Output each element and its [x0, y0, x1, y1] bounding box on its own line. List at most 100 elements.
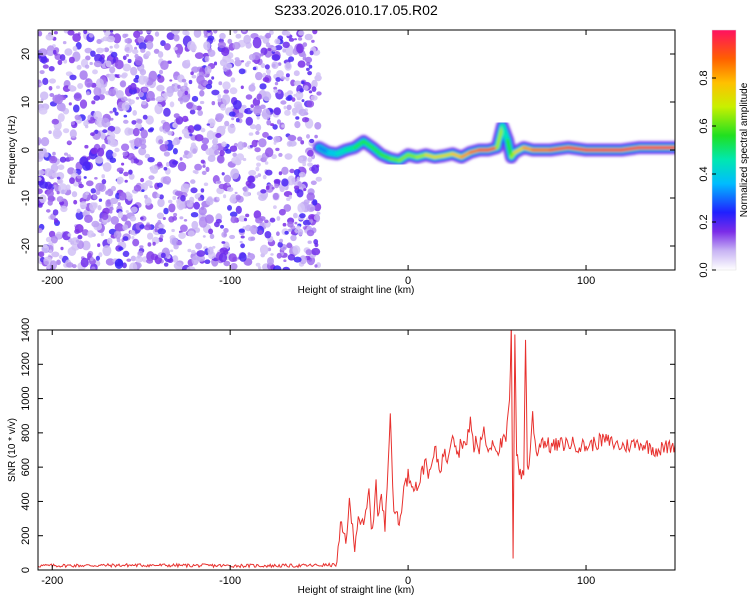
noise-blob [164, 125, 171, 132]
noise-blob [256, 116, 260, 120]
noise-blob [167, 257, 174, 263]
noise-blob [205, 166, 210, 172]
noise-blob [204, 214, 214, 224]
noise-blob [176, 53, 181, 58]
noise-blob [86, 180, 94, 187]
noise-blob [83, 30, 88, 35]
x-tick-label: 0 [405, 275, 411, 287]
noise-blob [67, 85, 75, 90]
noise-blob [48, 86, 53, 91]
noise-blob [56, 85, 60, 89]
noise-blob [190, 179, 196, 184]
spectrogram-y-ticks: -20 -10 0 10 20 [20, 48, 675, 254]
noise-blob [51, 118, 59, 125]
noise-blob [159, 194, 164, 200]
noise-blob [291, 97, 296, 102]
noise-blob [287, 175, 296, 186]
noise-blob [102, 129, 108, 134]
noise-blob [57, 164, 65, 170]
noise-blob [182, 30, 188, 36]
noise-blob [282, 41, 290, 48]
noise-blob [243, 34, 252, 45]
noise-blob [101, 174, 105, 179]
noise-blob [193, 201, 200, 210]
noise-blob [92, 194, 98, 200]
noise-blob [131, 120, 137, 125]
noise-blob [109, 209, 113, 214]
noise-blob [184, 82, 188, 87]
noise-blob [229, 145, 238, 152]
noise-blob [302, 117, 309, 123]
noise-blob [306, 192, 315, 201]
noise-blob [73, 169, 77, 174]
noise-blob [221, 141, 227, 147]
noise-blob [50, 235, 58, 244]
noise-blob [126, 258, 132, 262]
noise-blob [306, 204, 316, 213]
noise-blob [148, 175, 155, 180]
noise-blob [211, 143, 219, 151]
noise-blob [300, 140, 305, 145]
noise-blob [133, 184, 142, 192]
noise-blob [207, 246, 214, 255]
noise-blob [286, 242, 292, 249]
noise-blob [182, 86, 186, 90]
noise-blob [171, 30, 180, 35]
noise-blob [86, 156, 91, 161]
noise-blob [260, 104, 266, 110]
noise-blob [207, 35, 215, 41]
noise-blob [142, 87, 148, 93]
noise-blob [205, 197, 214, 206]
noise-blob [69, 177, 75, 185]
x-tick-label: 100 [577, 275, 595, 287]
noise-blob [157, 161, 163, 167]
noise-blob [189, 109, 196, 115]
noise-blob [38, 251, 45, 258]
noise-blob [114, 59, 124, 70]
ridge-core-segment [459, 150, 472, 159]
noise-blob [303, 199, 310, 204]
noise-blob [247, 252, 251, 256]
noise-blob [112, 152, 117, 157]
noise-blob [315, 72, 321, 78]
noise-blob [236, 153, 245, 161]
noise-blob [128, 169, 133, 175]
noise-blob [38, 48, 48, 57]
noise-blob [248, 169, 257, 176]
noise-blob [221, 231, 228, 238]
noise-blob [132, 110, 137, 116]
noise-blob [46, 264, 51, 270]
noise-blob [117, 202, 121, 206]
noise-blob [132, 158, 140, 164]
noise-blob [100, 232, 104, 237]
noise-blob [166, 88, 174, 98]
noise-blob [46, 50, 54, 56]
noise-blob [102, 207, 111, 215]
noise-blob [42, 77, 49, 85]
noise-blob [123, 114, 128, 118]
noise-blob [51, 172, 60, 179]
noise-blob [140, 143, 147, 150]
ridge-core-segment [362, 139, 375, 150]
noise-blob [124, 179, 128, 183]
noise-blob [296, 43, 304, 54]
noise-blob [271, 46, 277, 51]
noise-blob [227, 205, 232, 211]
noise-blob [301, 99, 305, 103]
noise-blob [58, 254, 63, 260]
noise-blob [216, 196, 220, 201]
noise-blob [170, 249, 174, 253]
noise-blob [38, 151, 45, 160]
noise-blob [306, 61, 311, 67]
noise-blob [94, 53, 103, 63]
noise-blob [215, 133, 222, 138]
noise-blob [191, 249, 196, 255]
noise-blob [191, 95, 199, 102]
noise-blob [123, 171, 129, 177]
ridge-core-segment [495, 124, 505, 150]
noise-blob [177, 161, 187, 172]
noise-blob [296, 189, 304, 198]
noise-blob [122, 250, 130, 257]
noise-blob [149, 185, 153, 188]
noise-blob [221, 47, 230, 57]
